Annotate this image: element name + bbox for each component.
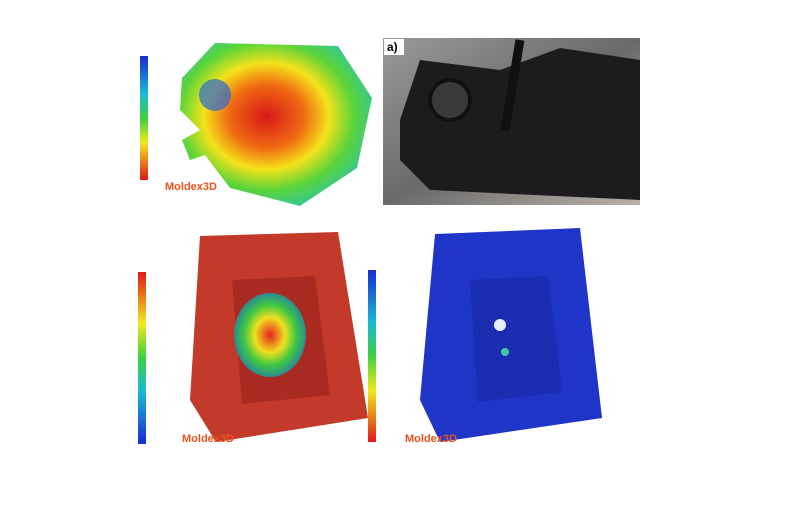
color-bar	[138, 272, 146, 444]
part-heatmap	[180, 43, 372, 206]
mold-recess	[470, 276, 562, 402]
fan-feature	[428, 78, 472, 122]
panel-simulation-1: Moldex3D	[140, 43, 372, 206]
panel-simulation-2: Moldex3D	[138, 232, 368, 445]
logo: Moldex3D	[182, 433, 234, 445]
panel-photo: a)	[383, 38, 640, 205]
hotspot	[501, 348, 509, 356]
color-bar	[368, 270, 376, 442]
panel-simulation-3: Moldex3D	[368, 228, 602, 445]
color-bar	[140, 56, 148, 180]
logo: Moldex3D	[165, 181, 217, 193]
fan-feature	[199, 79, 231, 111]
molded-part	[400, 48, 640, 200]
label-box	[384, 39, 404, 55]
panel-label: a)	[387, 40, 398, 54]
probe	[500, 39, 525, 131]
hotspot	[494, 319, 506, 331]
logo: Moldex3D	[405, 433, 457, 445]
fill-result	[234, 293, 306, 377]
